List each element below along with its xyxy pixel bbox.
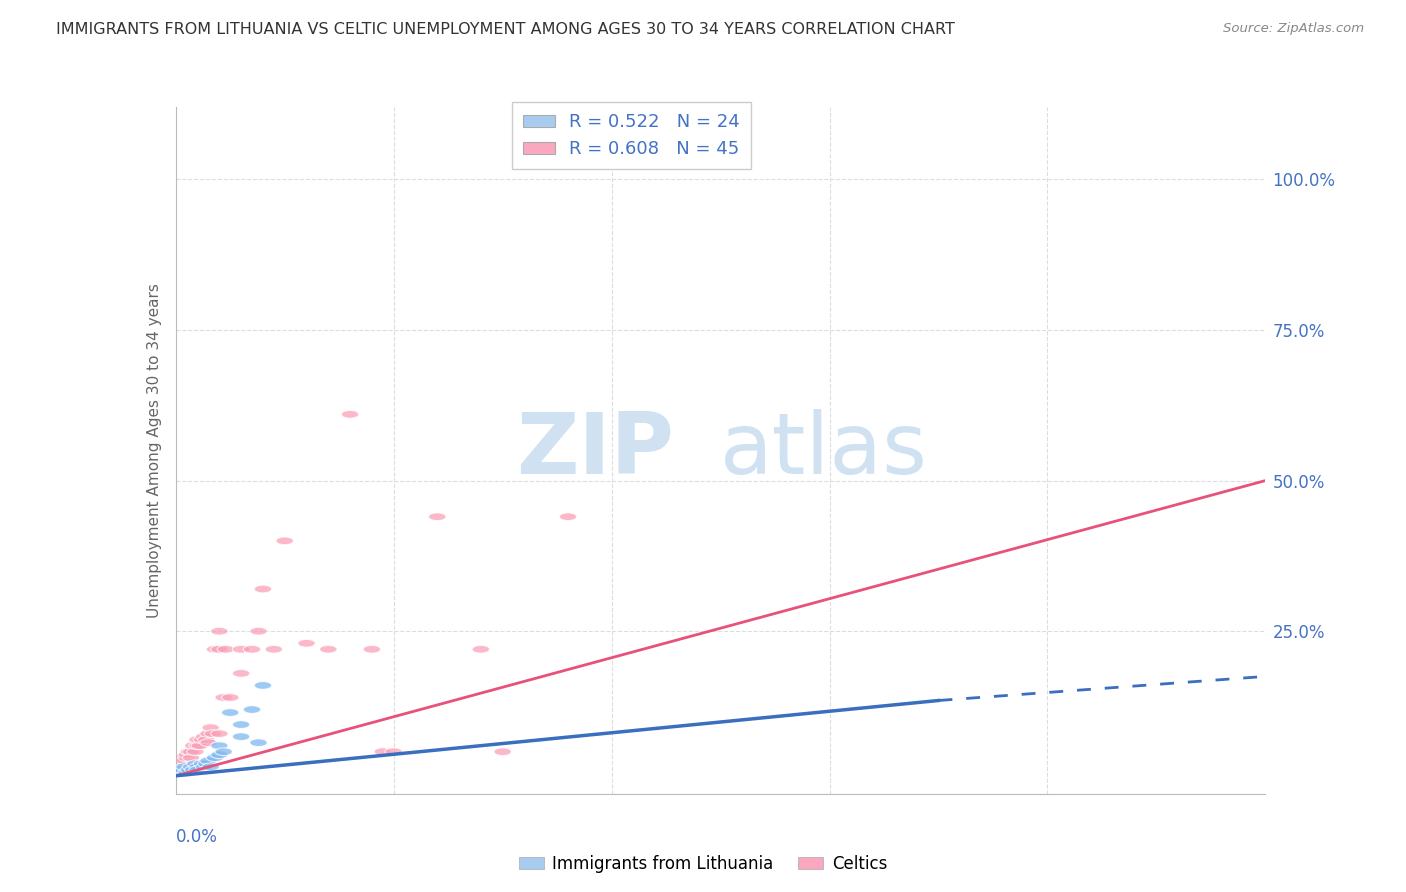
Ellipse shape: [215, 747, 232, 756]
Ellipse shape: [202, 723, 219, 731]
Text: 0.0%: 0.0%: [176, 828, 218, 847]
Ellipse shape: [179, 751, 195, 758]
Ellipse shape: [222, 694, 239, 701]
Ellipse shape: [188, 766, 207, 773]
Ellipse shape: [172, 760, 188, 768]
Ellipse shape: [187, 747, 204, 756]
Ellipse shape: [207, 754, 224, 762]
Ellipse shape: [243, 646, 260, 653]
Ellipse shape: [197, 760, 215, 768]
Ellipse shape: [211, 751, 228, 758]
Ellipse shape: [232, 733, 250, 740]
Ellipse shape: [374, 747, 391, 756]
Ellipse shape: [472, 646, 489, 653]
Ellipse shape: [232, 670, 250, 677]
Ellipse shape: [215, 694, 232, 701]
Ellipse shape: [232, 721, 250, 729]
Ellipse shape: [232, 646, 250, 653]
Legend: Immigrants from Lithuania, Celtics: Immigrants from Lithuania, Celtics: [512, 848, 894, 880]
Ellipse shape: [179, 769, 195, 777]
Ellipse shape: [243, 706, 260, 714]
Ellipse shape: [429, 513, 446, 521]
Ellipse shape: [183, 747, 200, 756]
Ellipse shape: [211, 742, 228, 749]
Ellipse shape: [254, 681, 271, 690]
Ellipse shape: [173, 766, 191, 773]
Ellipse shape: [266, 646, 283, 653]
Ellipse shape: [200, 739, 217, 747]
Legend: R = 0.522   N = 24, R = 0.608   N = 45: R = 0.522 N = 24, R = 0.608 N = 45: [512, 103, 751, 169]
Ellipse shape: [188, 763, 207, 771]
Ellipse shape: [180, 766, 198, 773]
Y-axis label: Unemployment Among Ages 30 to 34 years: Unemployment Among Ages 30 to 34 years: [146, 283, 162, 618]
Ellipse shape: [195, 733, 212, 740]
Ellipse shape: [211, 627, 228, 635]
Ellipse shape: [176, 757, 193, 764]
Ellipse shape: [494, 747, 512, 756]
Ellipse shape: [319, 646, 337, 653]
Ellipse shape: [200, 757, 217, 764]
Ellipse shape: [222, 708, 239, 716]
Ellipse shape: [188, 742, 207, 749]
Ellipse shape: [183, 754, 200, 762]
Ellipse shape: [197, 736, 215, 744]
Ellipse shape: [184, 742, 202, 749]
Ellipse shape: [187, 760, 204, 768]
Ellipse shape: [254, 585, 271, 593]
Ellipse shape: [385, 747, 402, 756]
Ellipse shape: [195, 763, 212, 771]
Ellipse shape: [211, 646, 228, 653]
Ellipse shape: [202, 763, 219, 771]
Ellipse shape: [276, 537, 294, 545]
Ellipse shape: [250, 739, 267, 747]
Ellipse shape: [193, 760, 211, 768]
Ellipse shape: [363, 646, 381, 653]
Text: IMMIGRANTS FROM LITHUANIA VS CELTIC UNEMPLOYMENT AMONG AGES 30 TO 34 YEARS CORRE: IMMIGRANTS FROM LITHUANIA VS CELTIC UNEM…: [56, 22, 955, 37]
Ellipse shape: [179, 754, 195, 762]
Ellipse shape: [711, 145, 730, 153]
Ellipse shape: [200, 730, 217, 738]
Ellipse shape: [250, 627, 267, 635]
Ellipse shape: [217, 646, 235, 653]
Ellipse shape: [180, 747, 198, 756]
Ellipse shape: [176, 763, 193, 771]
Ellipse shape: [188, 736, 207, 744]
Ellipse shape: [173, 754, 191, 762]
Ellipse shape: [204, 730, 222, 738]
Ellipse shape: [298, 640, 315, 647]
Ellipse shape: [342, 410, 359, 418]
Ellipse shape: [184, 766, 202, 773]
Text: atlas: atlas: [720, 409, 928, 492]
Ellipse shape: [191, 742, 208, 749]
Ellipse shape: [207, 646, 224, 653]
Text: ZIP: ZIP: [516, 409, 673, 492]
Ellipse shape: [211, 730, 228, 738]
Ellipse shape: [183, 763, 200, 771]
Ellipse shape: [193, 736, 211, 744]
Ellipse shape: [560, 513, 576, 521]
Text: Source: ZipAtlas.com: Source: ZipAtlas.com: [1223, 22, 1364, 36]
